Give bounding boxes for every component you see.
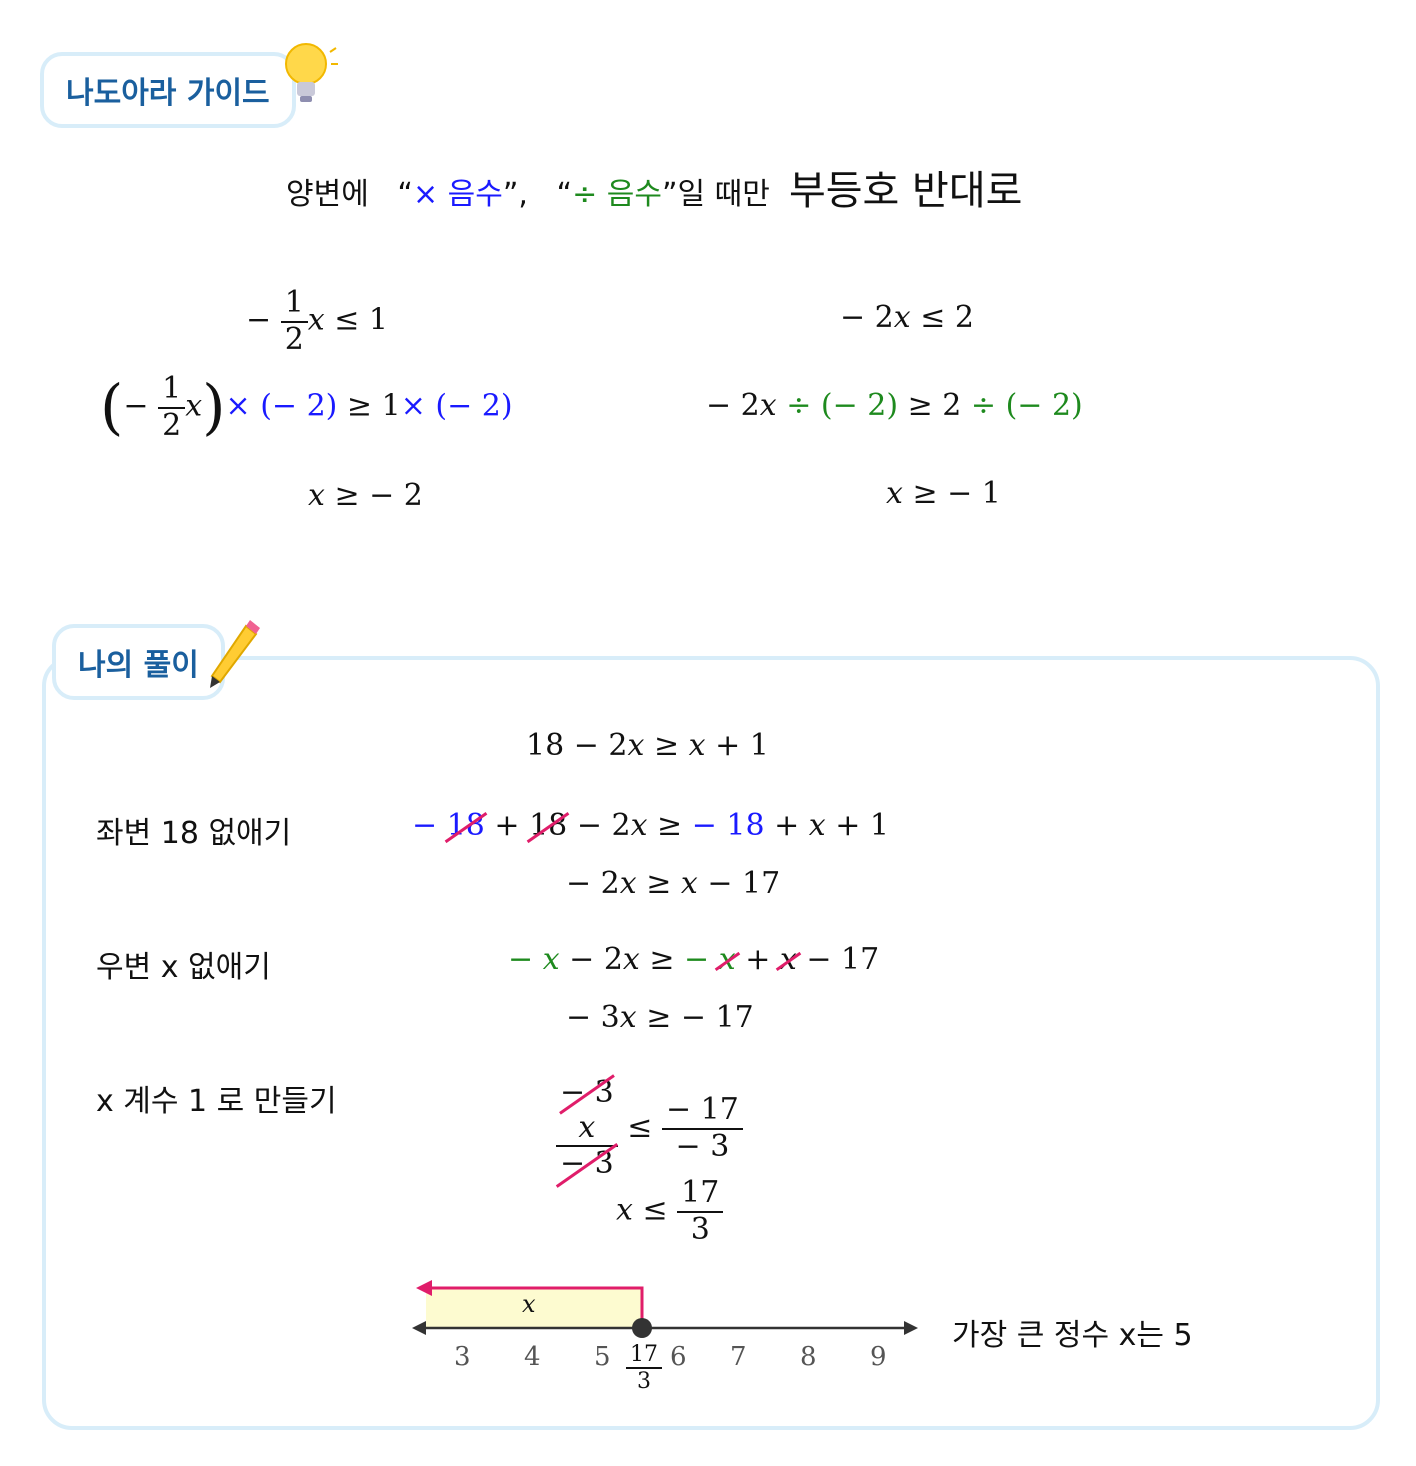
guide-tab: 나도아라 가이드 — [40, 52, 296, 128]
rule-emphasis: 부등호 반대로 — [788, 168, 1023, 214]
tick-5: 5 — [594, 1342, 611, 1372]
step-label-1: 좌변 18 없애기 — [96, 816, 292, 851]
tick-4: 4 — [524, 1342, 541, 1372]
step-label-3: x 계수 1 로 만들기 — [96, 1084, 337, 1119]
pencil-icon — [210, 620, 260, 688]
step-2-line-1: − x − 2x ≥ − x + x − 17 — [508, 942, 880, 977]
rule-div-negative: ÷ 음수 — [572, 177, 662, 212]
tick-7: 7 — [730, 1342, 747, 1372]
step-3-line-1: − 3 x − 3 ≤ − 17− 3 — [556, 1075, 743, 1182]
rule-prefix: 양변에 — [286, 177, 369, 212]
right-example-line-3: x ≥ − 1 — [886, 476, 1001, 511]
solution-panel — [42, 656, 1380, 1430]
tick-3: 3 — [454, 1342, 471, 1372]
tick-17-3: 17 3 — [626, 1342, 662, 1395]
left-example-line-2: (− 1 2 x)× (− 2) ≥ 1× (− 2) — [100, 371, 513, 443]
right-example-line-1: − 2x ≤ 2 — [840, 300, 974, 335]
step-1-line-2: − 2x ≥ x − 17 — [566, 866, 781, 901]
solution-tab-title: 나의 풀이 — [78, 648, 199, 683]
step-1-line-1: − 18 + 18 − 2x ≥ − 18 + x + 1 — [412, 808, 890, 843]
step-label-2: 우변 x 없애기 — [96, 950, 271, 985]
equation-start: 18 − 2x ≥ x + 1 — [526, 728, 769, 763]
rule-line: 양변에 “× 음수”, “÷ 음수”일 때만 부등호 반대로 — [286, 168, 1023, 214]
tick-9: 9 — [870, 1342, 887, 1372]
step-3-line-2: x ≤ 17 3 — [616, 1175, 724, 1247]
guide-tab-title: 나도아라 가이드 — [66, 76, 270, 111]
region-label: x — [522, 1290, 536, 1318]
step-2-line-2: − 3x ≥ − 17 — [566, 1000, 754, 1035]
right-example-line-2: − 2x ÷ (− 2) ≥ 2 ÷ (− 2) — [706, 388, 1083, 423]
solution-tab: 나의 풀이 — [52, 624, 225, 700]
left-example-line-3: x ≥ − 2 — [308, 478, 423, 513]
rule-mult-negative: × 음수 — [412, 177, 503, 212]
number-line — [412, 1280, 918, 1338]
tick-6: 6 — [670, 1342, 687, 1372]
conclusion: 가장 큰 정수 x는 5 — [952, 1318, 1193, 1353]
lightbulb-icon — [285, 43, 338, 102]
tick-8: 8 — [800, 1342, 817, 1372]
